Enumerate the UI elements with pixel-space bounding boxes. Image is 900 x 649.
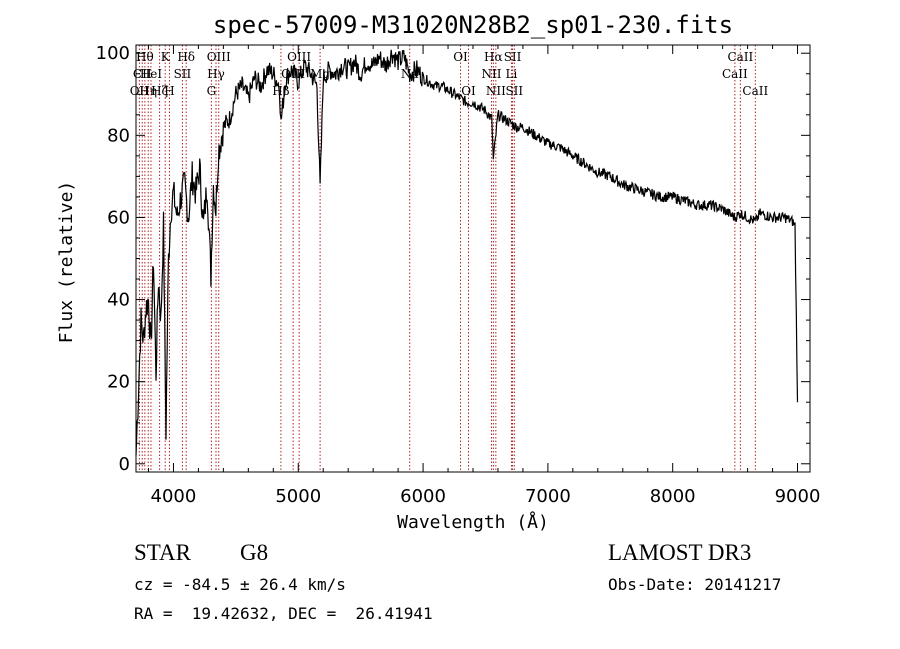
line-label: K (161, 50, 171, 64)
survey-name: LAMOST DR3 (608, 540, 752, 565)
subclass: G8 (240, 540, 269, 565)
line-label: NII (486, 84, 506, 98)
y-tick-label: 100 (96, 43, 130, 64)
x-tick-label: 5000 (275, 486, 321, 507)
line-label: OII (130, 84, 150, 98)
x-tick-label: 7000 (525, 486, 571, 507)
line-label: CaII (727, 50, 753, 64)
y-tick-label: 60 (107, 207, 130, 228)
observation-date: Obs-Date: 20141217 (608, 575, 782, 594)
y-tick-label: 0 (119, 454, 130, 475)
spectral-line-labels: OIICIIHθHηHeIHζKHSIIHδGHγOIIIHβOIIIOIIIM… (130, 50, 769, 98)
spectrum-line (135, 49, 799, 456)
y-axis-ticks: 0 20 40 60 80 100 (96, 43, 810, 475)
line-label: OIII (207, 50, 231, 64)
x-tick-label: 8000 (650, 486, 696, 507)
y-tick-label: 40 (107, 290, 130, 311)
line-label: NII (481, 67, 501, 81)
line-label: H (164, 84, 174, 98)
line-label: Hδ (177, 50, 195, 64)
line-label: SII (504, 50, 522, 64)
line-label: Hζ (151, 84, 168, 98)
x-axis-label: Wavelength (Å) (397, 511, 549, 533)
line-label: SII (505, 84, 523, 98)
x-tick-label: 9000 (775, 486, 821, 507)
line-label: CII (133, 67, 152, 81)
coordinates: RA = 19.42632, DEC = 26.41941 (134, 604, 433, 623)
x-tick-label: 6000 (400, 486, 446, 507)
line-label: HeI (140, 67, 163, 81)
x-tick-label: 4000 (151, 486, 197, 507)
line-label: CaII (742, 84, 768, 98)
line-label: G (207, 84, 217, 98)
line-label: Hη (139, 84, 157, 98)
line-label: Hγ (207, 67, 225, 81)
line-label: OI (461, 84, 476, 98)
redshift-velocity: cz = -84.5 ± 26.4 km/s (134, 575, 346, 594)
y-axis-label: Flux (relative) (56, 181, 77, 344)
line-label: OIII (287, 50, 311, 64)
line-label: SII (174, 67, 192, 81)
spectral-line-markers (138, 45, 756, 472)
spectrum-chart: spec-57009-M31020N28B2_sp01-230.fits OII… (56, 11, 821, 533)
plot-frame (135, 44, 811, 473)
y-tick-label: 80 (107, 125, 130, 146)
object-class: STAR (134, 540, 191, 565)
line-label: CaII (722, 67, 748, 81)
y-tick-label: 20 (107, 372, 130, 393)
line-label: OI (453, 50, 468, 64)
x-axis-ticks: 4000 5000 6000 7000 8000 9000 (147, 45, 821, 507)
line-label: Hθ (136, 50, 154, 64)
chart-title: spec-57009-M31020N28B2_sp01-230.fits (213, 11, 733, 39)
line-label: Li (506, 67, 518, 81)
line-label: Hα (484, 50, 503, 64)
